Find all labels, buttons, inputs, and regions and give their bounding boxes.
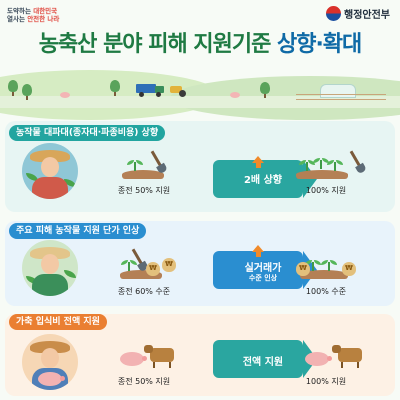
pig-icon [60, 92, 70, 98]
livestock-farmer-portrait [22, 334, 78, 390]
sprout-icon [320, 158, 329, 169]
sprout-icon [328, 260, 337, 271]
up-arrow-icon [256, 252, 261, 257]
tree-icon [22, 84, 32, 100]
after-caption: 100% 지원 [305, 186, 347, 195]
ministry-logo: 행정안전부 [326, 6, 390, 21]
tree-icon [110, 80, 120, 96]
money-bag-icon: ₩ [296, 262, 310, 276]
ministry-name: 행정안전부 [344, 10, 390, 21]
tree-icon [8, 80, 18, 96]
after-caption: 100% 지원 [305, 377, 347, 386]
sprout-icon [312, 260, 321, 271]
pig-icon [230, 92, 240, 98]
won-symbol: ₩ [149, 264, 157, 272]
won-symbol: ₩ [345, 264, 353, 272]
change-arrow [213, 340, 317, 378]
section-1-label: 농작물 대파대(종자대·파종비용) 상향 [9, 125, 166, 141]
truck-icon [136, 84, 166, 97]
slogan-line2-highlight: 안전한 나라 [27, 15, 60, 23]
soil-mound-icon [120, 270, 162, 279]
change-text-line1: 실거래가 [244, 263, 282, 274]
pig-icon [305, 352, 332, 366]
pig-icon [120, 352, 147, 366]
after-caption: 100% 수준 [305, 287, 347, 296]
before-caption: 종전 60% 수준 [117, 287, 171, 296]
before-caption: 종전 50% 지원 [117, 186, 171, 195]
title-accent: 상향·확대 [276, 32, 362, 57]
won-symbol: ₩ [299, 264, 307, 272]
up-arrow-head [252, 156, 264, 163]
soil-mound-icon [296, 170, 348, 179]
fence-icon [296, 94, 386, 100]
change-text: 전액 지원 [242, 357, 284, 368]
cow-icon [144, 345, 174, 368]
page-title: 농축산 분야 피해 지원기준 상향·확대 [0, 26, 400, 58]
section-3-label: 가축 입식비 전액 지원 [9, 314, 107, 330]
slogan-line1-highlight: 대한민국 [33, 7, 58, 15]
title-main: 농축산 분야 피해 지원기준 [38, 32, 277, 57]
soil-mound-icon [122, 170, 164, 179]
sprout-icon [128, 260, 137, 271]
before-caption: 종전 50% 지원 [117, 377, 171, 386]
sprout-icon [334, 160, 343, 171]
sprout-icon [306, 160, 315, 171]
section-2-label: 주요 피해 농작물 지원 단가 인상 [9, 223, 147, 239]
taegeuk-emblem-icon [326, 6, 341, 21]
up-arrow-head [252, 245, 264, 252]
farmer-woman-portrait [22, 143, 78, 199]
money-bag-icon: ₩ [146, 262, 160, 276]
soil-mound-icon [300, 270, 348, 279]
cow-icon [332, 345, 362, 368]
tree-icon [260, 82, 270, 98]
change-text: 2배 상향 [243, 175, 283, 186]
money-bag-icon: ₩ [342, 262, 356, 276]
tractor-icon [170, 86, 186, 97]
up-arrow-icon [256, 163, 261, 168]
change-text-line2: 수준 인상 [248, 274, 278, 282]
slogan-line1: 도약하는 [7, 7, 34, 15]
sprout-icon [134, 160, 143, 171]
slogan-line2: 열사는 [7, 15, 28, 23]
slogan: 도약하는 대한민국 열사는 안전한 나라 [7, 7, 59, 23]
farmer-man-portrait [22, 240, 78, 296]
won-symbol: ₩ [165, 260, 173, 268]
money-bag-icon: ₩ [162, 258, 176, 272]
